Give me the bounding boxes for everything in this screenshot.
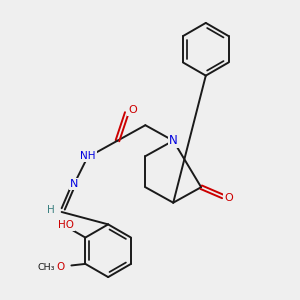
Text: O: O xyxy=(128,105,137,115)
Text: H: H xyxy=(47,206,55,215)
Text: N: N xyxy=(169,134,178,147)
Text: CH₃: CH₃ xyxy=(37,263,55,272)
Text: N: N xyxy=(70,179,78,189)
Text: O: O xyxy=(56,262,65,272)
Text: O: O xyxy=(224,193,233,203)
Text: NH: NH xyxy=(80,151,96,161)
Text: HO: HO xyxy=(58,220,74,230)
